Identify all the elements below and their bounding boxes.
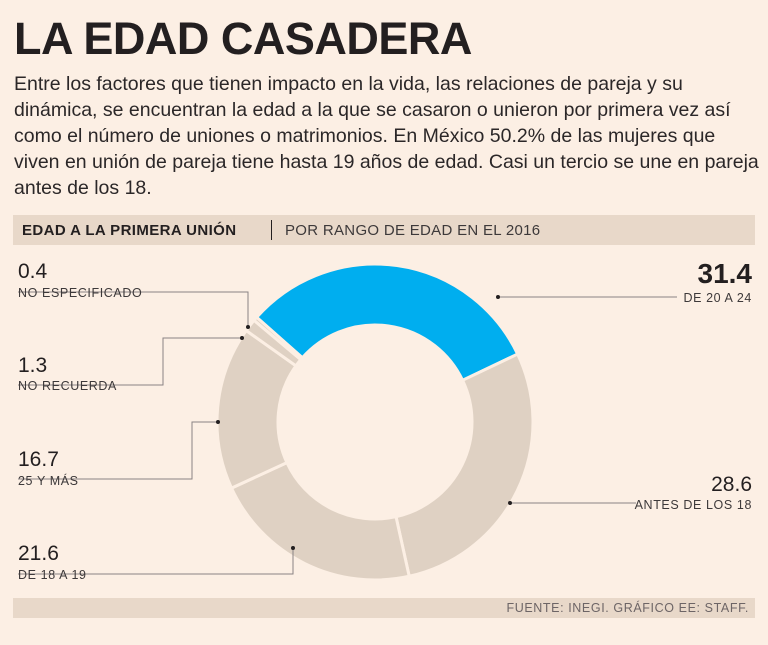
value-label-antes-de-los-18: 28.6 xyxy=(711,473,752,496)
category-label-25-y-mas: 25 Y MÁS xyxy=(18,473,79,488)
section-divider xyxy=(271,220,272,240)
category-label-antes-de-los-18: ANTES DE LOS 18 xyxy=(635,498,752,512)
slice-de-20-a-24 xyxy=(254,262,520,383)
leader-dot-de-18-a-19 xyxy=(291,546,295,550)
leader-dot-antes-de-los-18 xyxy=(508,501,512,505)
slice-antes-de-los-18 xyxy=(394,352,535,579)
section-header: EDAD A LA PRIMERA UNIÓN POR RANGO DE EDA… xyxy=(13,215,755,245)
value-label-25-y-mas: 16.7 xyxy=(18,448,59,471)
category-label-de-18-a-19: DE 18 A 19 xyxy=(18,568,87,582)
leader-dot-25-y-mas xyxy=(216,420,220,424)
leader-line-no-especificado xyxy=(18,291,249,327)
leader-dot-no-especificado xyxy=(246,325,250,329)
value-label-no-recuerda: 1.3 xyxy=(18,354,47,377)
leader-dot-no-recuerda xyxy=(240,336,244,340)
section-title: EDAD A LA PRIMERA UNIÓN xyxy=(22,222,237,239)
slice-de-18-a-19 xyxy=(229,460,411,582)
section-subtitle: POR RANGO DE EDAD EN EL 2016 xyxy=(285,222,541,239)
category-label-de-20-a-24: DE 20 A 24 xyxy=(683,291,752,305)
category-label-no-especificado: NO ESPECIFICADO xyxy=(18,286,142,300)
intro-text: Entre los factores que tienen impacto en… xyxy=(14,73,759,199)
category-label-no-recuerda: NO RECUERDA xyxy=(18,379,117,393)
leader-line-25-y-mas xyxy=(18,421,218,480)
footer-bar: FUENTE: INEGI. GRÁFICO EE: STAFF. xyxy=(13,598,755,618)
leader-dot-de-20-a-24 xyxy=(496,295,500,299)
page-title: LA EDAD CASADERA xyxy=(14,13,472,64)
value-label-de-20-a-24: 31.4 xyxy=(698,258,753,289)
value-label-de-18-a-19: 21.6 xyxy=(18,542,59,565)
leader-line-de-18-a-19 xyxy=(18,548,294,575)
slice-no-especificado xyxy=(251,315,305,362)
source-note: FUENTE: INEGI. GRÁFICO EE: STAFF. xyxy=(506,601,749,615)
value-label-no-especificado: 0.4 xyxy=(18,260,48,283)
leader-line-no-recuerda xyxy=(18,337,242,386)
